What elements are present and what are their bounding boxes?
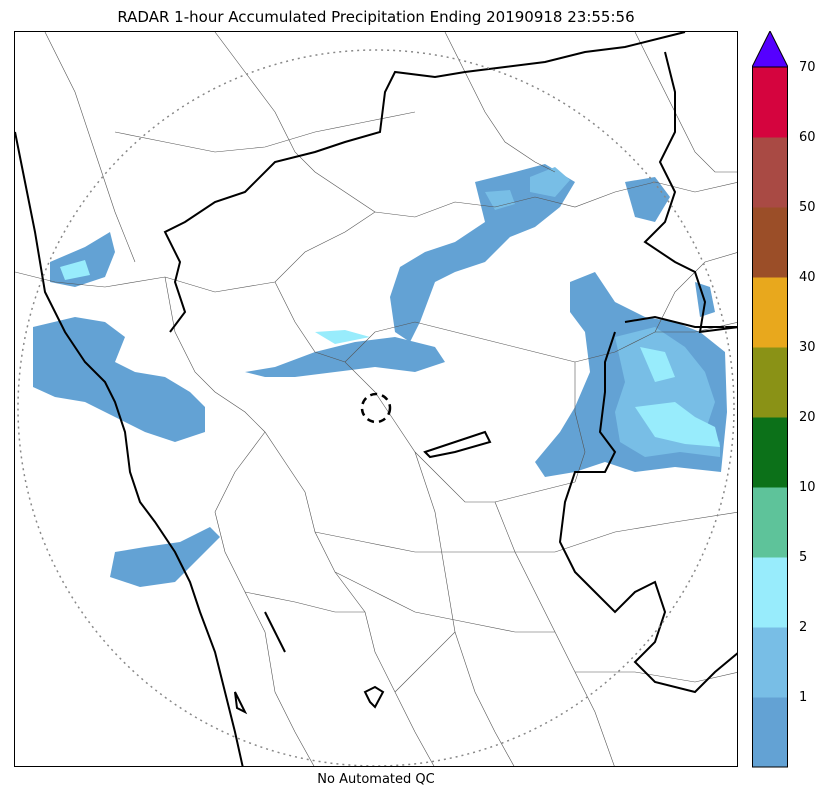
radar-map	[14, 31, 738, 767]
colorbar-segment	[752, 417, 788, 488]
precip-area-east-3	[640, 347, 675, 382]
colorbar-segment	[752, 137, 788, 208]
precipitation-layer	[33, 164, 727, 587]
colorbar-tick-label: 70	[799, 60, 816, 75]
colorbar-segment	[752, 67, 788, 138]
colorbar-segment	[752, 697, 788, 768]
precip-area-northeast-3	[485, 190, 515, 210]
colorbar-tick-label: 10	[799, 480, 816, 495]
colorbar-frame	[752, 66, 788, 768]
precip-area-central-strip	[245, 337, 445, 377]
colorbar-tick-label: 5	[799, 550, 808, 565]
precip-area-west-2	[50, 232, 115, 287]
colorbar-tick-label: 2	[799, 620, 808, 635]
map-title: RADAR 1-hour Accumulated Precipitation E…	[117, 8, 635, 26]
colorbar-segment	[752, 207, 788, 278]
colorbar-tick-label: 30	[799, 340, 816, 355]
precip-area-north-small	[625, 177, 670, 222]
precip-area-east-4	[635, 402, 720, 447]
colorbar-tick-label: 50	[799, 200, 816, 215]
colorbar-segment	[752, 277, 788, 348]
colorbar-segment	[752, 627, 788, 698]
colorbar-tick-label: 40	[799, 270, 816, 285]
colorbar-segment	[752, 557, 788, 628]
qc-note: No Automated QC	[317, 772, 435, 787]
precip-area-west	[33, 317, 205, 442]
radar-range-ring	[17, 49, 735, 766]
state-boundaries	[15, 32, 737, 766]
colorbar	[752, 31, 788, 768]
colorbar-segment	[752, 487, 788, 558]
colorbar-tick-label: 60	[799, 130, 816, 145]
precip-area-west-3	[60, 260, 90, 280]
precip-area-southwest	[110, 527, 220, 587]
precip-area-northeast-2	[530, 167, 570, 197]
colorbar-over-arrow	[752, 31, 788, 68]
colorbar-tick-label: 20	[799, 410, 816, 425]
district-boundaries	[15, 32, 737, 766]
precip-area-northeast	[390, 164, 575, 342]
colorbar-tick-label: 1	[799, 690, 808, 705]
radar-site-marker	[360, 392, 392, 424]
colorbar-segment	[752, 347, 788, 418]
precip-area-central-strip-2	[315, 330, 370, 344]
radar-map-canvas	[15, 32, 737, 766]
